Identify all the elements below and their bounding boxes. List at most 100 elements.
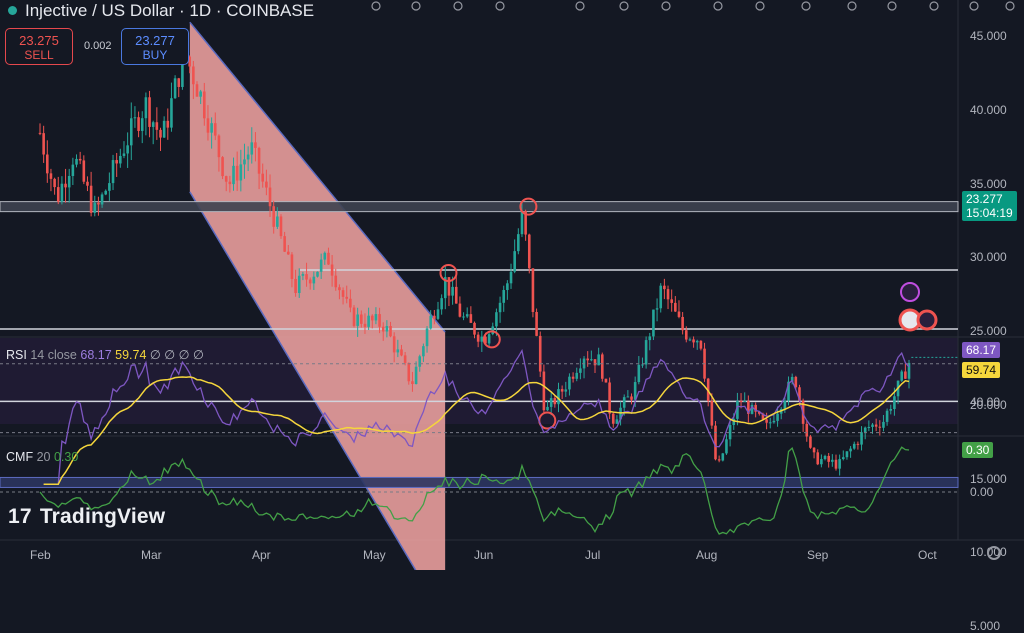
candle-body: [663, 285, 666, 290]
candle-body: [60, 183, 64, 202]
candle-body: [56, 187, 60, 202]
candle-body: [776, 413, 779, 421]
candle-body: [783, 400, 787, 409]
candle-body: [316, 271, 319, 277]
candle-body: [666, 289, 670, 300]
candle-body: [904, 371, 907, 379]
cmf-value-tag: 0.30: [962, 442, 994, 458]
candle-body: [506, 283, 509, 291]
buy-button[interactable]: 23.277 BUY: [121, 28, 189, 65]
candle-body: [133, 117, 137, 119]
candle-body: [389, 326, 392, 337]
candle-body: [758, 411, 761, 414]
candle-body: [75, 158, 78, 165]
candle-body: [173, 78, 177, 99]
cmf-line: [39, 446, 910, 535]
candle-body: [407, 362, 411, 382]
candle-body: [841, 457, 845, 460]
candle-body: [487, 334, 491, 344]
last-price-value: 23.277: [966, 192, 1003, 206]
candle-body: [370, 315, 374, 321]
sell-label: SELL: [24, 48, 54, 62]
more-icon: [1005, 1, 1015, 11]
candle-body: [615, 419, 619, 424]
candle-body: [538, 335, 542, 372]
candle-body: [93, 202, 97, 213]
candle-body: [641, 364, 644, 366]
candle-body: [53, 178, 56, 188]
candle-body: [345, 296, 349, 299]
candle-body: [509, 271, 513, 284]
price-tick-label: 40.000: [970, 102, 1007, 117]
candle-body: [411, 381, 414, 384]
candle-body: [739, 400, 743, 402]
candle-body: [571, 376, 575, 379]
sell-button[interactable]: 23.275 SELL: [5, 28, 73, 65]
chart-canvas[interactable]: [0, 0, 1024, 570]
rsi-legend[interactable]: RSI 14 close 68.17 59.74 ∅ ∅ ∅ ∅: [6, 347, 204, 362]
candle-body: [396, 349, 400, 353]
candle-body: [699, 340, 703, 349]
drawing-toolbar-icons[interactable]: [371, 1, 1015, 11]
candle-body: [235, 165, 239, 181]
candle-body: [381, 326, 385, 332]
candle-body: [885, 410, 889, 422]
spread-value: 0.002: [84, 40, 112, 52]
candle-body: [652, 309, 655, 337]
candle-body: [900, 371, 904, 381]
candle-body: [768, 422, 772, 424]
tradingview-logo: 17 TradingView: [8, 505, 165, 529]
candle-body: [159, 129, 162, 138]
candle-body: [144, 97, 148, 119]
candle-body: [611, 413, 615, 424]
candle-body: [162, 120, 166, 138]
candle-body: [341, 290, 345, 297]
eye-icon: [929, 1, 939, 11]
candle-body: [659, 285, 663, 309]
candle-body: [823, 455, 827, 460]
cmf-pane: [0, 446, 958, 535]
candle-body: [787, 381, 790, 401]
candle-body: [604, 378, 608, 383]
candle-body: [845, 451, 849, 458]
candle-body: [644, 340, 648, 365]
candle-body: [495, 312, 498, 327]
candle-body: [422, 346, 425, 357]
candle-body: [286, 251, 290, 255]
cmf-params: 20: [36, 450, 51, 464]
descending-channel: [189, 21, 446, 570]
cmf-legend[interactable]: CMF 20 0.30: [6, 450, 78, 464]
candle-body: [232, 165, 235, 185]
candle-body: [834, 459, 838, 469]
time-tick-label: Oct: [918, 548, 937, 562]
event-badge-icon: [916, 309, 938, 331]
candle-body: [188, 56, 192, 67]
candle-body: [626, 396, 630, 398]
candle-body: [867, 426, 871, 428]
candle-body: [433, 315, 436, 319]
time-tick-label: Jul: [585, 548, 601, 562]
candle-body: [301, 274, 305, 276]
candle-body: [392, 336, 396, 353]
candle-body: [564, 389, 568, 392]
candle-body: [155, 122, 159, 130]
buy-price: 23.277: [135, 33, 175, 48]
chart-title: Injective / US Dollar · 1D · COINBASE: [8, 1, 314, 21]
candle-body: [725, 439, 728, 454]
settings-gear-icon[interactable]: [987, 546, 1001, 560]
candle-body: [203, 91, 206, 119]
candle-body: [49, 173, 53, 179]
price-tick-label: 15.000: [970, 471, 1007, 486]
candle-body: [754, 404, 757, 412]
candle-body: [246, 154, 250, 160]
candle-body: [276, 216, 279, 227]
candle-body: [64, 183, 67, 188]
candle-body: [491, 326, 495, 335]
candle-body: [385, 326, 389, 332]
redo-icon: [495, 1, 505, 11]
candle-body: [772, 420, 776, 423]
candle-body: [425, 328, 429, 347]
candle-body: [568, 376, 571, 390]
candle-body: [86, 181, 89, 186]
buy-label: BUY: [142, 48, 168, 62]
